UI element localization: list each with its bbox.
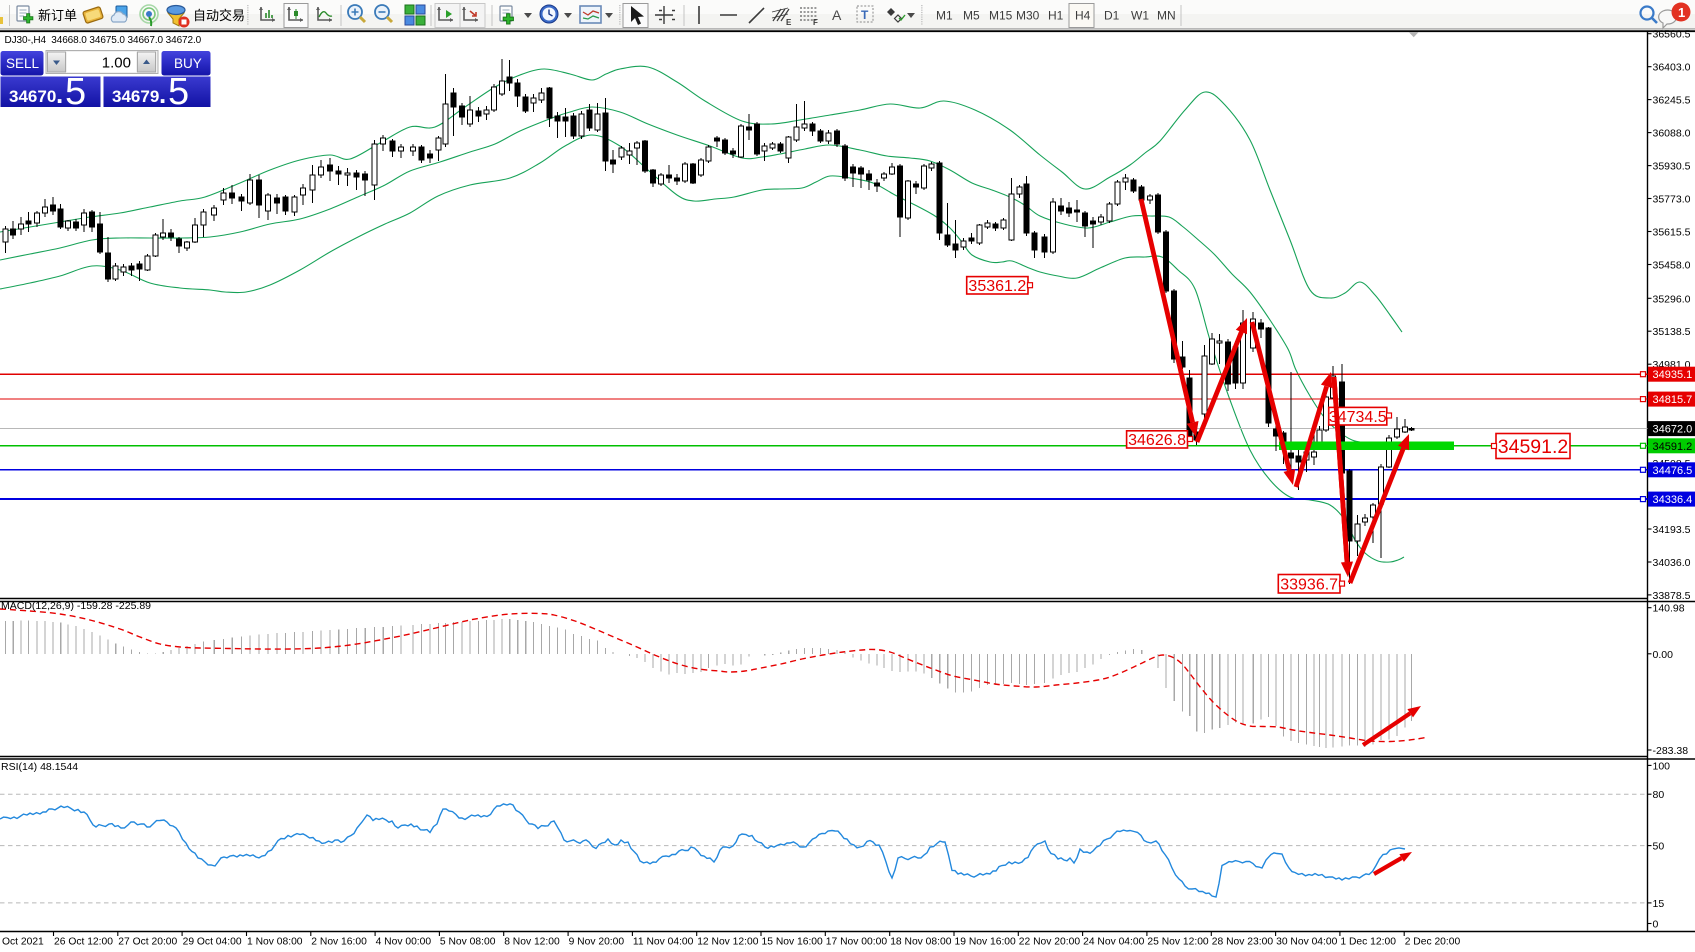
svg-text:5: 5 [65,71,86,113]
svg-text:36560.5: 36560.5 [1653,29,1691,41]
svg-text:140.98: 140.98 [1653,603,1685,615]
svg-text:25 Nov 12:00: 25 Nov 12:00 [1147,937,1209,948]
svg-text:9 Nov 20:00: 9 Nov 20:00 [569,937,625,948]
svg-text:12 Nov 12:00: 12 Nov 12:00 [697,937,759,948]
svg-text:0.00: 0.00 [1653,649,1674,661]
svg-text:新订单: 新订单 [38,8,77,23]
svg-text:5 Nov 08:00: 5 Nov 08:00 [440,937,496,948]
svg-text:35138.5: 35138.5 [1653,326,1691,338]
svg-text:34591.2: 34591.2 [1498,436,1569,458]
svg-text:27 Oct 20:00: 27 Oct 20:00 [118,937,177,948]
svg-text:36403.0: 36403.0 [1653,62,1691,74]
svg-text:30 Nov 04:00: 30 Nov 04:00 [1276,937,1338,948]
svg-text:H1: H1 [1048,9,1064,23]
svg-text:自动交易: 自动交易 [193,8,245,23]
svg-text:34679: 34679 [112,87,159,106]
svg-text:35773.0: 35773.0 [1653,194,1691,206]
svg-text:34672.0: 34672.0 [1653,424,1693,436]
svg-text:A: A [832,7,842,23]
svg-text:-283.38: -283.38 [1653,745,1689,757]
svg-text:0: 0 [1653,919,1659,931]
svg-text:M1: M1 [936,9,953,23]
svg-text:1 Dec 12:00: 1 Dec 12:00 [1340,937,1396,948]
svg-text:SELL: SELL [6,56,40,71]
svg-text:36245.5: 36245.5 [1653,95,1691,107]
svg-text:11 Nov 04:00: 11 Nov 04:00 [633,937,694,948]
svg-text:35458.0: 35458.0 [1653,260,1691,272]
svg-text:34036.0: 34036.0 [1653,557,1691,569]
svg-text:.: . [159,79,166,109]
svg-text:36088.0: 36088.0 [1653,128,1691,140]
svg-text:F: F [813,18,818,27]
svg-text:M15: M15 [989,9,1013,23]
svg-text:34815.7: 34815.7 [1653,394,1693,406]
svg-text:34336.4: 34336.4 [1653,494,1693,506]
svg-text:H4: H4 [1075,9,1091,23]
svg-text:18 Nov 08:00: 18 Nov 08:00 [890,937,952,948]
svg-text:50: 50 [1653,841,1665,853]
svg-text:29 Oct 04:00: 29 Oct 04:00 [183,937,242,948]
svg-text:33878.5: 33878.5 [1653,590,1691,602]
svg-text:15: 15 [1653,898,1665,910]
svg-text:28 Nov 23:00: 28 Nov 23:00 [1212,937,1274,948]
svg-text:MN: MN [1157,9,1176,23]
svg-text:D1: D1 [1104,9,1120,23]
svg-text:15 Nov 16:00: 15 Nov 16:00 [762,937,824,948]
svg-text:2 Dec 20:00: 2 Dec 20:00 [1405,937,1461,948]
svg-text:1: 1 [1678,5,1685,20]
svg-text:8 Nov 12:00: 8 Nov 12:00 [504,937,560,948]
svg-text:34193.5: 34193.5 [1653,524,1691,536]
svg-text:34670: 34670 [9,87,56,106]
svg-text:M30: M30 [1016,9,1040,23]
svg-text:35930.5: 35930.5 [1653,161,1691,173]
svg-text:2 Nov 16:00: 2 Nov 16:00 [311,937,367,948]
svg-text:34734.5: 34734.5 [1329,409,1387,426]
svg-text:34591.2: 34591.2 [1653,441,1693,453]
svg-text:33936.7: 33936.7 [1280,577,1338,594]
svg-text:34476.5: 34476.5 [1653,465,1693,477]
svg-text:T: T [861,8,869,22]
svg-text:35361.2: 35361.2 [968,278,1026,295]
svg-text:E: E [786,18,792,27]
svg-text:1.00: 1.00 [102,55,131,72]
svg-text:5: 5 [168,71,189,113]
svg-text:19 Nov 16:00: 19 Nov 16:00 [955,937,1017,948]
svg-text:35615.5: 35615.5 [1653,227,1691,239]
svg-text:BUY: BUY [174,56,202,71]
svg-text:17 Nov 00:00: 17 Nov 00:00 [826,937,888,948]
svg-text:34935.1: 34935.1 [1653,369,1693,381]
svg-text:22 Nov 20:00: 22 Nov 20:00 [1019,937,1081,948]
svg-text:4 Nov 00:00: 4 Nov 00:00 [376,937,432,948]
svg-text:34626.8: 34626.8 [1128,432,1186,449]
svg-text:100: 100 [1653,760,1671,772]
svg-text:35296.0: 35296.0 [1653,293,1691,305]
svg-text:1 Nov 08:00: 1 Nov 08:00 [247,937,303,948]
svg-text:Oct 2021: Oct 2021 [2,937,44,948]
svg-text:24 Nov 04:00: 24 Nov 04:00 [1083,937,1145,948]
svg-text:RSI(14) 48.1544: RSI(14) 48.1544 [1,761,78,773]
svg-text:.: . [56,79,63,109]
svg-text:M5: M5 [963,9,980,23]
svg-text:MACD(12,26,9) -159.28 -225.89: MACD(12,26,9) -159.28 -225.89 [1,600,151,612]
svg-text:W1: W1 [1131,9,1149,23]
svg-text:26 Oct 12:00: 26 Oct 12:00 [54,937,113,948]
svg-text:DJ30-,H4 34668.0 34675.0 3466: DJ30-,H4 34668.0 34675.0 34667.0 34672.0 [5,35,202,46]
svg-text:80: 80 [1653,789,1665,801]
